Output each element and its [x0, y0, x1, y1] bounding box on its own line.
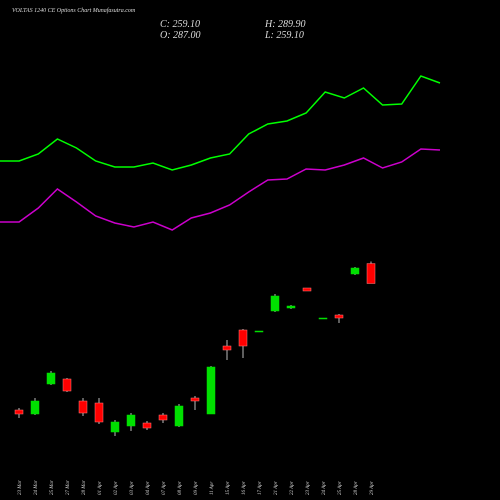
- candle-body: [174, 405, 184, 427]
- x-tick-label: 03 Apr: [130, 481, 135, 495]
- candle-body: [350, 267, 360, 275]
- x-tick-label: 24 Apr: [322, 481, 327, 495]
- close-label: C: 259.10: [160, 19, 200, 30]
- candle-body: [254, 330, 264, 333]
- x-tick-label: 15 Apr: [226, 481, 231, 495]
- x-tick-label: 01 Apr: [98, 481, 103, 495]
- x-tick-label: 21 Apr: [274, 481, 279, 495]
- candle-body: [78, 400, 88, 414]
- x-tick-label: 25 Mar: [50, 480, 55, 495]
- candle-body: [318, 317, 328, 320]
- candle-body: [238, 329, 248, 347]
- candle-body: [30, 400, 40, 415]
- x-tick-label: 08 Apr: [178, 481, 183, 495]
- low-label: L: 259.10: [264, 30, 304, 41]
- x-tick-label: 27 Mar: [66, 480, 71, 495]
- indicator-line: [0, 75, 441, 171]
- indicator-line: [0, 148, 441, 231]
- x-tick-label: 24 Mar: [34, 480, 39, 495]
- candle-body: [190, 397, 200, 402]
- x-tick-label: 28 Apr: [354, 481, 359, 495]
- candle-body: [222, 345, 232, 351]
- candle-body: [158, 414, 168, 421]
- x-tick-label: 07 Apr: [162, 481, 167, 495]
- high-label: H: 289.90: [264, 19, 306, 30]
- x-tick-label: 04 Apr: [146, 481, 151, 495]
- candle-body: [286, 305, 296, 309]
- x-tick-label: 23 Apr: [306, 481, 311, 495]
- chart-title: VOLTAS 1240 CE Options Chart Munafasutra…: [12, 7, 136, 14]
- candle-body: [62, 378, 72, 392]
- candle-body: [270, 295, 280, 312]
- candle-body: [110, 421, 120, 433]
- candle-body: [206, 366, 216, 415]
- x-tick-label: 11 Apr: [210, 482, 215, 495]
- candle-body: [46, 372, 56, 385]
- x-tick-label: 28 Mar: [82, 480, 87, 495]
- x-tick-label: 02 Apr: [114, 481, 119, 495]
- x-tick-label: 23 Mar: [18, 480, 23, 495]
- candle-body: [142, 422, 152, 429]
- x-tick-label: 22 Apr: [290, 481, 295, 495]
- x-tick-label: 16 Apr: [242, 481, 247, 495]
- open-label: O: 287.00: [160, 30, 201, 41]
- candle-body: [302, 287, 312, 292]
- candle-body: [126, 414, 136, 427]
- x-tick-label: 17 Apr: [258, 481, 263, 495]
- candle-body: [14, 409, 24, 415]
- x-tick-label: 25 Apr: [338, 481, 343, 495]
- candle-body: [334, 314, 344, 319]
- x-tick-label: 09 Apr: [194, 481, 199, 495]
- x-tick-label: 29 Apr: [370, 481, 375, 495]
- candle-body: [366, 263, 376, 284]
- candle-body: [94, 402, 104, 423]
